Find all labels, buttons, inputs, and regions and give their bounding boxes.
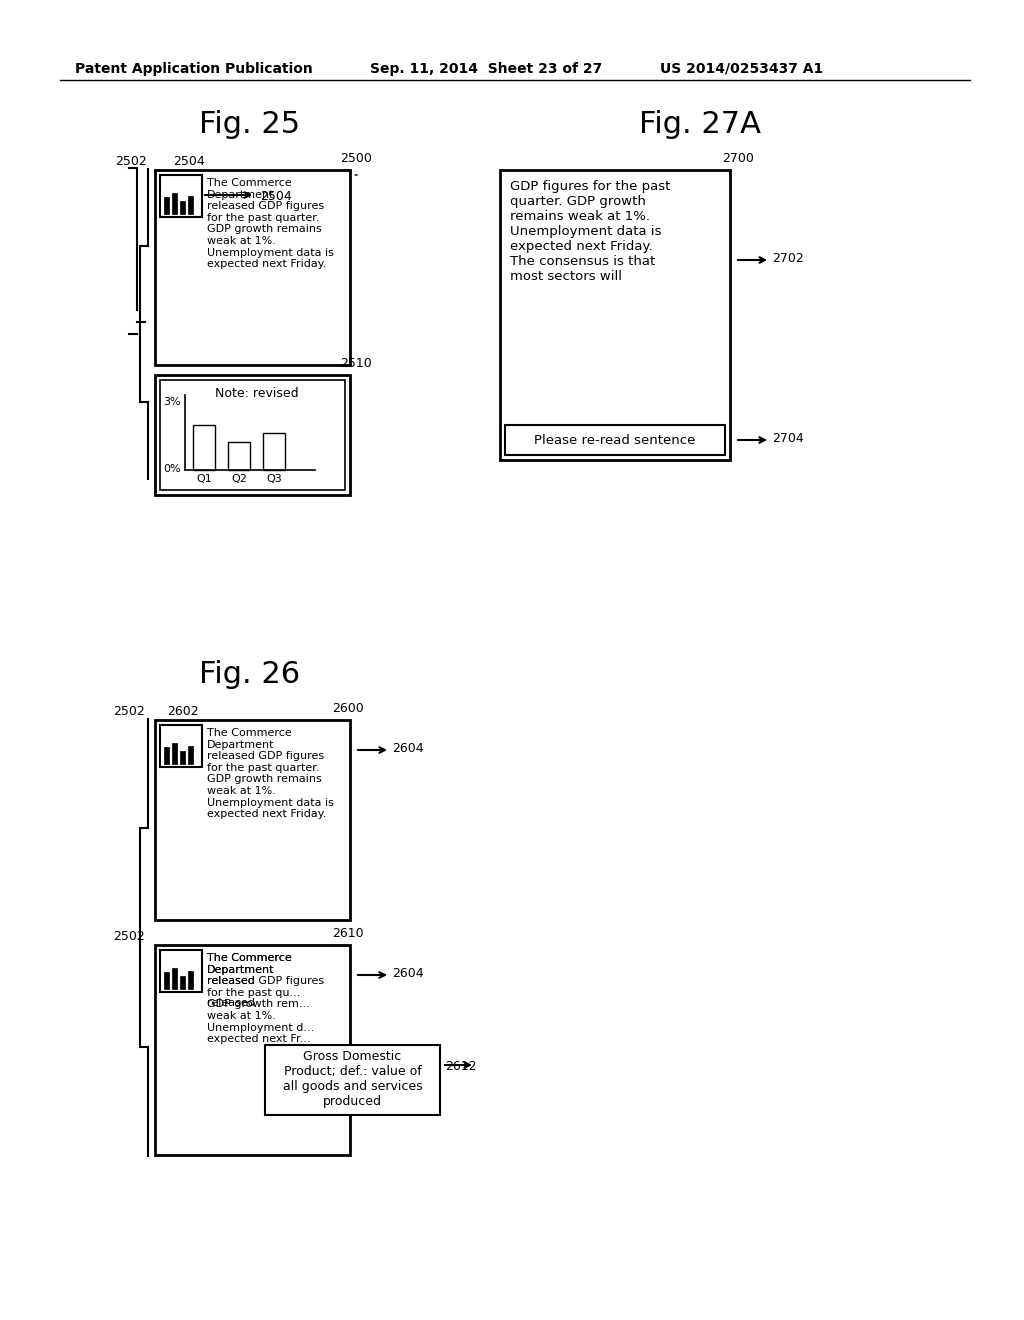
Text: 2610: 2610: [332, 927, 364, 940]
Bar: [160, 725, 202, 767]
Text: Note: revised: Note: revised: [215, 387, 299, 400]
Bar: [160, 176, 202, 216]
Text: 2504: 2504: [173, 154, 205, 168]
Text: The Commerce
Department
released: The Commerce Department released: [207, 953, 292, 986]
Bar: [155, 945, 350, 1155]
Text: 2702: 2702: [772, 252, 804, 265]
Bar: [505, 425, 725, 455]
Bar: [155, 719, 350, 920]
Text: Please re-read sentence: Please re-read sentence: [535, 433, 695, 446]
Bar: [228, 442, 250, 470]
Text: US 2014/0253437 A1: US 2014/0253437 A1: [660, 62, 823, 77]
Bar: [155, 375, 350, 495]
Text: Fig. 25: Fig. 25: [200, 110, 301, 139]
Bar: [179, 975, 184, 989]
Bar: [164, 973, 169, 989]
Bar: [160, 380, 345, 490]
Text: The Commerce
Department
released GDP figures
for the past qu...
GDP growth rem..: The Commerce Department released GDP fig…: [207, 953, 325, 1044]
Text: 2502: 2502: [113, 705, 144, 718]
Text: 2500: 2500: [340, 152, 372, 165]
Bar: [179, 201, 184, 214]
Bar: [171, 193, 176, 214]
Bar: [160, 950, 202, 993]
Bar: [193, 425, 215, 470]
Text: 2604: 2604: [392, 742, 424, 755]
Text: Q3: Q3: [266, 474, 282, 484]
Text: Q2: Q2: [231, 474, 247, 484]
Text: 2612: 2612: [445, 1060, 476, 1073]
Text: GDP figures for the past
quarter. GDP growth
remains weak at 1%.
Unemployment da: GDP figures for the past quarter. GDP gr…: [510, 180, 671, 282]
Bar: [187, 746, 193, 764]
Text: The Commerce
Department
released GDP figures
for the past quarter.
GDP growth re: The Commerce Department released GDP fig…: [207, 178, 334, 269]
Bar: [263, 433, 285, 470]
Text: 2704: 2704: [772, 432, 804, 445]
Text: 2502: 2502: [113, 931, 144, 942]
Bar: [164, 197, 169, 214]
Text: Q1: Q1: [197, 474, 212, 484]
Text: Patent Application Publication: Patent Application Publication: [75, 62, 312, 77]
Text: 2700: 2700: [722, 152, 754, 165]
Bar: [179, 751, 184, 764]
Text: 2604: 2604: [392, 968, 424, 979]
Text: released: released: [207, 998, 258, 1008]
Bar: [187, 972, 193, 989]
Text: Sep. 11, 2014  Sheet 23 of 27: Sep. 11, 2014 Sheet 23 of 27: [370, 62, 602, 77]
Text: 2504: 2504: [260, 190, 292, 203]
Bar: [187, 195, 193, 214]
Text: 3%: 3%: [163, 397, 180, 407]
Bar: [500, 170, 730, 459]
Text: 2502: 2502: [115, 154, 146, 168]
Bar: [171, 743, 176, 764]
Text: The Commerce
Department
released GDP figures
for the past quarter.
GDP growth re: The Commerce Department released GDP fig…: [207, 729, 334, 820]
Bar: [265, 1045, 440, 1115]
Text: Fig. 27A: Fig. 27A: [639, 110, 761, 139]
Text: 2510: 2510: [340, 356, 372, 370]
Bar: [164, 747, 169, 764]
Text: 2602: 2602: [167, 705, 199, 718]
Bar: [171, 968, 176, 989]
Text: Gross Domestic
Product; def.: value of
all goods and services
produced: Gross Domestic Product; def.: value of a…: [283, 1049, 422, 1107]
Text: 0%: 0%: [163, 465, 180, 474]
Bar: [155, 170, 350, 366]
Text: Fig. 26: Fig. 26: [200, 660, 301, 689]
Text: 2600: 2600: [332, 702, 364, 715]
